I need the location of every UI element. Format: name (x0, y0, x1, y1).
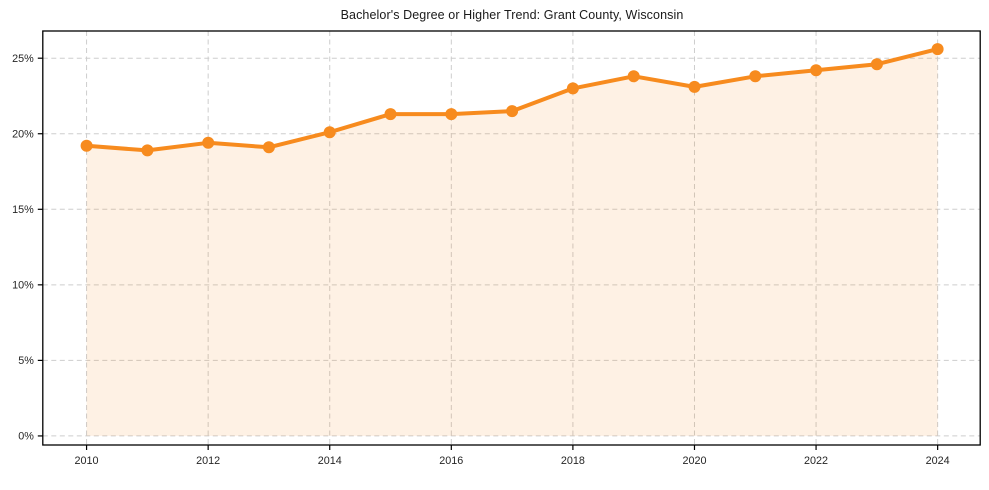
data-point-2023 (870, 58, 883, 71)
data-point-2016 (445, 108, 458, 121)
y-tick-label: 5% (18, 355, 34, 367)
y-tick-label: 10% (12, 280, 34, 292)
axes-box (42, 30, 981, 446)
x-tick-label: 2024 (926, 455, 950, 467)
y-tick-label: 0% (18, 431, 34, 443)
data-point-2015 (384, 108, 397, 121)
data-point-2018 (566, 82, 579, 95)
data-point-2011 (141, 144, 154, 157)
x-tick-label: 2020 (682, 455, 706, 467)
data-point-2021 (749, 70, 762, 83)
y-tick-label: 15% (12, 204, 34, 216)
data-point-2012 (202, 136, 215, 149)
x-tick-label: 2012 (196, 455, 220, 467)
data-point-2014 (323, 126, 336, 139)
y-tick-label: 25% (12, 53, 34, 65)
x-tick-label: 2018 (561, 455, 585, 467)
data-point-2017 (506, 105, 519, 118)
data-point-2020 (688, 80, 701, 93)
x-tick-label: 2016 (439, 455, 463, 467)
data-point-2010 (80, 139, 93, 152)
data-point-2019 (627, 70, 640, 83)
chart-title: Bachelor's Degree or Higher Trend: Grant… (340, 8, 684, 22)
data-point-2024 (931, 43, 944, 56)
data-point-2013 (262, 141, 275, 154)
data-point-2022 (810, 64, 823, 77)
x-tick-label: 2014 (318, 455, 342, 467)
area-fill (86, 49, 938, 436)
x-tick-label: 2010 (75, 455, 99, 467)
y-tick-label: 20% (12, 128, 34, 140)
x-tick-label: 2022 (804, 455, 828, 467)
